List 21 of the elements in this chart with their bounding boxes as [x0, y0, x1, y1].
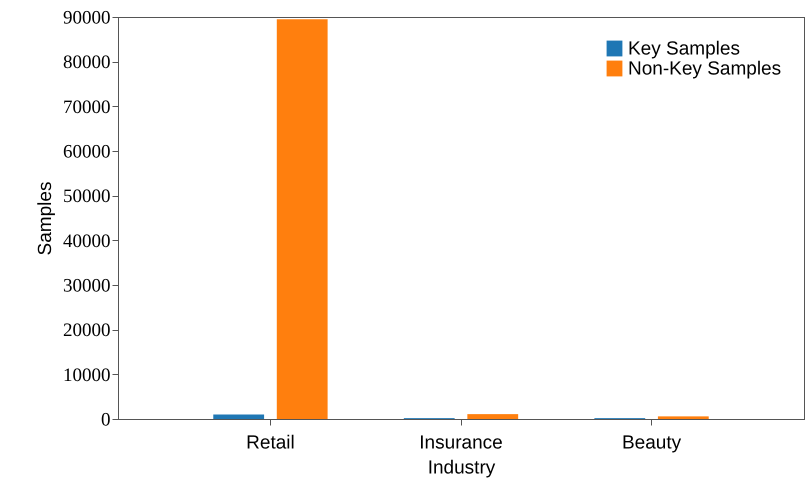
y-tick-label: 70000: [63, 96, 110, 118]
bar: [276, 19, 328, 419]
x-tick-label: Beauty: [622, 432, 682, 454]
y-tick-label: 60000: [63, 142, 110, 162]
y-axis-title: Samples: [35, 182, 56, 256]
y-tick-label: 90000: [63, 8, 110, 28]
y-tick-label: 30000: [63, 276, 110, 296]
y-tick-label: 10000: [63, 364, 110, 386]
y-tick-label: 20000: [63, 320, 110, 342]
legend-label: Key Samples: [628, 38, 740, 60]
bar: [213, 414, 264, 419]
x-axis-title: Industry: [428, 458, 496, 478]
x-tick-label: Retail: [246, 432, 295, 454]
x-tick-label: Insurance: [419, 432, 503, 454]
y-tick-label: 40000: [63, 230, 110, 252]
bar: [467, 414, 518, 419]
y-tick-label: 0: [101, 410, 110, 430]
bar: [658, 416, 709, 419]
y-tick-label: 50000: [63, 186, 110, 208]
y-tick-label: 80000: [63, 52, 110, 74]
legend-label: Non-Key Samples: [628, 58, 782, 80]
